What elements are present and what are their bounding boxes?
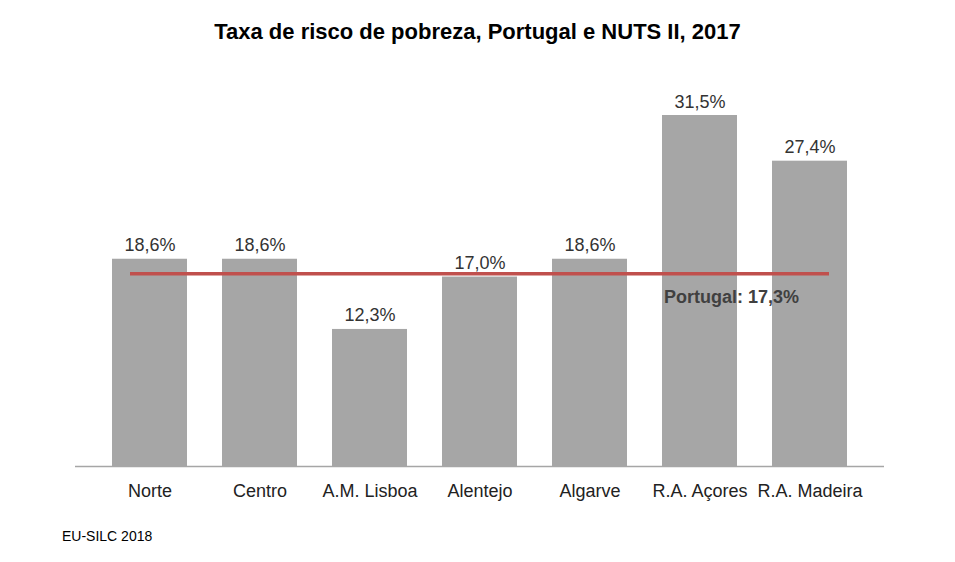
svg-text:18,6%: 18,6% xyxy=(234,235,285,255)
svg-text:Alentejo: Alentejo xyxy=(447,481,512,501)
svg-text:Centro: Centro xyxy=(233,481,287,501)
svg-text:Algarve: Algarve xyxy=(559,481,620,501)
svg-text:17,0%: 17,0% xyxy=(454,253,505,273)
svg-text:27,4%: 27,4% xyxy=(784,137,835,157)
svg-text:31,5%: 31,5% xyxy=(674,92,725,112)
svg-text:R.A. Madeira: R.A. Madeira xyxy=(757,481,863,501)
svg-text:Portugal: 17,3%: Portugal: 17,3% xyxy=(664,287,799,307)
svg-text:18,6%: 18,6% xyxy=(564,235,615,255)
svg-text:Norte: Norte xyxy=(128,481,172,501)
html-text:EU-SILC 2018: EU-SILC 2018 xyxy=(62,528,153,544)
svg-text:R.A. Açores: R.A. Açores xyxy=(652,481,747,501)
svg-text:18,6%: 18,6% xyxy=(124,235,175,255)
html-text:Taxa de risco de pobreza, Port: Taxa de risco de pobreza, Portugal e NUT… xyxy=(214,19,741,44)
svg-text:A.M. Lisboa: A.M. Lisboa xyxy=(322,481,418,501)
svg-text:12,3%: 12,3% xyxy=(344,305,395,325)
